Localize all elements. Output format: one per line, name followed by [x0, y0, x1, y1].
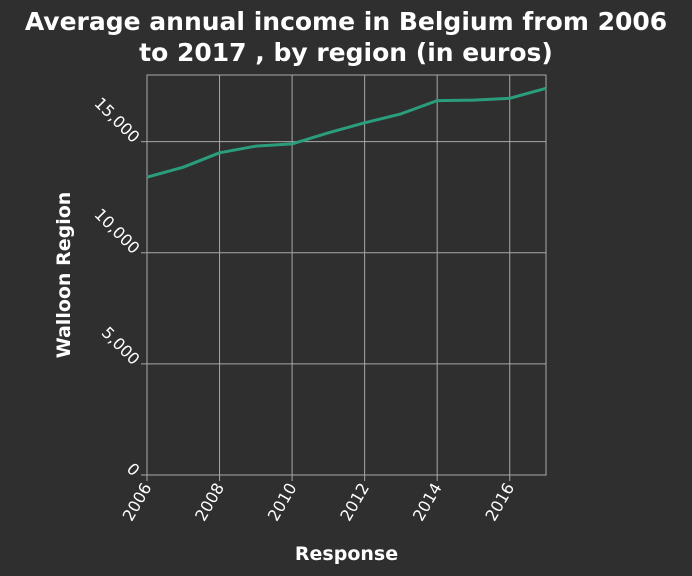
- x-tick-label: 2006: [119, 480, 156, 525]
- x-axis-title: Response: [295, 543, 398, 565]
- x-tick-label: 2012: [336, 480, 373, 525]
- y-axis-title: Walloon Region: [53, 192, 75, 359]
- y-tick-label: 0: [123, 459, 144, 480]
- x-tick-label: 2008: [191, 480, 228, 525]
- x-tick-label: 2014: [409, 480, 446, 525]
- chart-title-line-1: Average annual income in Belgium from 20…: [24, 7, 668, 36]
- chart-title-line-2: to 2017 , by region (in euros): [139, 38, 553, 67]
- chart-title: Average annual income in Belgium from 20…: [0, 6, 692, 68]
- series-line: [146, 86, 547, 179]
- x-tick-label: 2016: [481, 480, 518, 525]
- grid: [146, 75, 546, 476]
- y-tick-label: 15,000: [91, 93, 144, 146]
- x-tick-label: 2010: [264, 480, 301, 525]
- y-axis: 0 5,000 10,000 15,000: [91, 93, 147, 480]
- x-axis: 2006 2008 2010 2012 2014 2016: [119, 475, 518, 525]
- y-tick-label: 5,000: [98, 323, 144, 369]
- y-tick-label: 10,000: [91, 205, 144, 258]
- plot-frame: [146, 74, 547, 476]
- series-layer: [146, 86, 547, 179]
